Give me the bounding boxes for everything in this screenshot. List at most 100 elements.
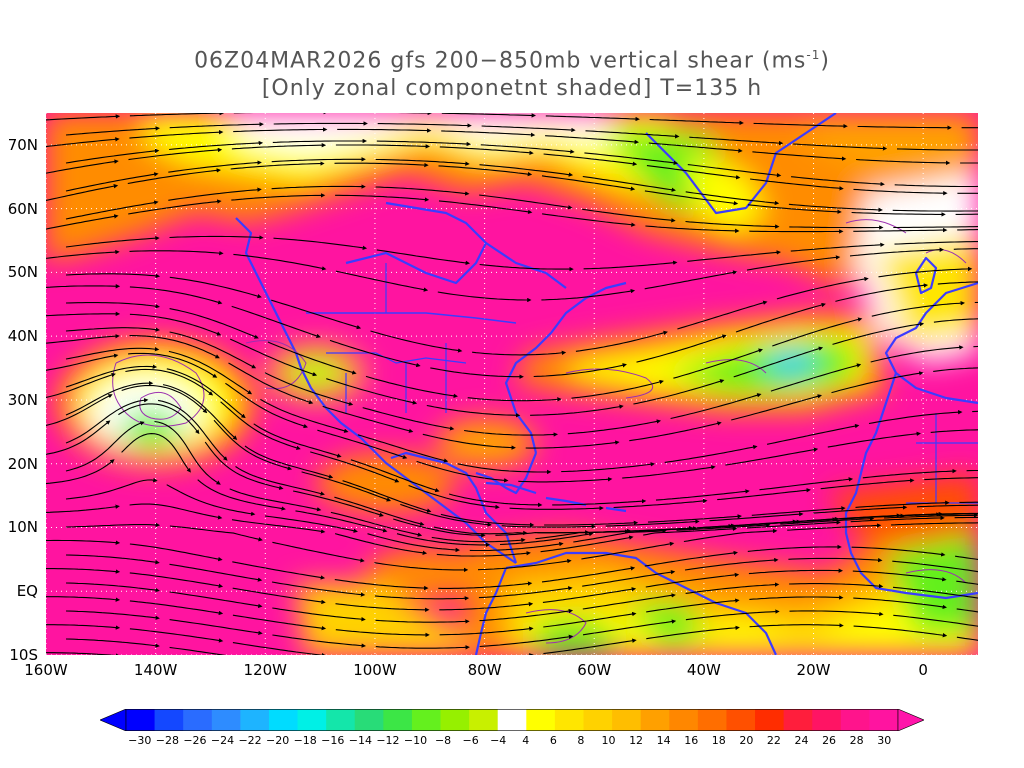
streamline <box>646 625 740 640</box>
latitude-label: 20N <box>7 454 38 473</box>
streamline <box>495 530 590 536</box>
longitude-label: 0 <box>918 661 928 679</box>
streamline <box>129 628 224 643</box>
streamline <box>584 152 679 166</box>
streamline <box>154 420 221 485</box>
streamline <box>541 175 636 191</box>
streamline <box>125 368 214 396</box>
streamline <box>850 515 945 523</box>
streamline <box>166 368 246 419</box>
streamline <box>367 533 460 553</box>
streamline <box>469 541 564 552</box>
streamline <box>894 184 978 188</box>
streamline <box>439 601 534 611</box>
streamline <box>375 645 470 650</box>
streamline <box>301 471 392 502</box>
streamline <box>433 526 528 536</box>
terrain-contours <box>112 219 967 644</box>
streamline <box>400 503 492 527</box>
streamline <box>166 484 256 516</box>
streamline <box>479 634 574 648</box>
streamline <box>541 566 636 583</box>
streamline <box>464 429 558 437</box>
streamline <box>788 557 883 563</box>
streamline <box>317 429 408 460</box>
streamline <box>481 125 576 133</box>
streamline <box>329 339 421 368</box>
streamline <box>46 137 120 148</box>
colorbar-tick-label: −22 <box>238 734 262 747</box>
streamline <box>747 544 842 552</box>
streamline <box>231 305 321 338</box>
title-main-text: 06Z04MAR2026 gfs 200−850mb vertical shea… <box>194 48 807 74</box>
streamline <box>770 363 862 392</box>
streamline <box>168 187 262 201</box>
streamline <box>365 375 458 399</box>
streamline <box>552 498 647 506</box>
streamline <box>956 636 978 641</box>
streamline <box>65 582 160 593</box>
streamline <box>393 518 486 538</box>
coastlines-and-borders <box>235 113 978 655</box>
streamline <box>789 225 884 230</box>
streamline <box>543 153 638 167</box>
streamline <box>956 608 978 613</box>
streamline <box>334 496 425 526</box>
streamline <box>65 302 160 309</box>
streamline <box>267 341 357 375</box>
streamline <box>169 563 263 582</box>
streamline <box>542 587 637 603</box>
streamline <box>479 263 574 272</box>
streamline <box>65 346 160 360</box>
streamline <box>441 130 536 138</box>
colorbar-tick-label: 20 <box>739 734 754 747</box>
colorbar-swatch <box>383 709 413 731</box>
streamline <box>169 235 264 240</box>
streamline <box>924 477 978 481</box>
streamline <box>168 160 262 173</box>
streamline <box>46 504 120 513</box>
colorbar-swatch <box>554 709 584 731</box>
streamline <box>849 247 944 257</box>
colorbar-tick-label: 26 <box>822 734 837 747</box>
streamline <box>46 459 115 485</box>
streamline <box>467 397 562 402</box>
streamline <box>687 164 782 178</box>
streamline <box>853 227 948 233</box>
colorbar-swatch <box>411 709 442 731</box>
streamline <box>330 511 423 537</box>
streamline <box>706 519 802 529</box>
streamline <box>129 572 224 588</box>
streamline <box>645 572 740 588</box>
streamline <box>827 431 921 448</box>
streamline <box>426 404 521 418</box>
streamline <box>46 114 121 121</box>
streamline <box>735 302 826 333</box>
streamline <box>273 237 368 251</box>
streamline <box>169 591 263 609</box>
streamline <box>930 429 978 433</box>
streamline <box>46 372 116 398</box>
streamline <box>518 477 613 483</box>
streamline <box>717 488 811 501</box>
streamline <box>231 519 326 534</box>
streamline <box>856 158 951 166</box>
streamline <box>416 460 509 483</box>
streamline <box>65 126 160 136</box>
streamline <box>543 638 637 655</box>
streamline <box>583 260 678 270</box>
colorbar-swatch <box>154 709 184 731</box>
colorbar-tick-label: 12 <box>629 734 644 747</box>
colorbar-swatch <box>640 709 670 731</box>
colorbar-swatch <box>755 709 785 731</box>
streamline <box>892 209 978 212</box>
colorbar-tick-label: 10 <box>601 734 616 747</box>
streamline <box>853 597 947 610</box>
longitude-label: 40W <box>686 661 721 679</box>
streamline <box>65 421 145 472</box>
streamline <box>759 477 854 491</box>
streamline <box>437 291 532 303</box>
streamline <box>232 561 326 580</box>
streamline <box>677 300 768 330</box>
colorbar-swatch <box>240 709 270 731</box>
